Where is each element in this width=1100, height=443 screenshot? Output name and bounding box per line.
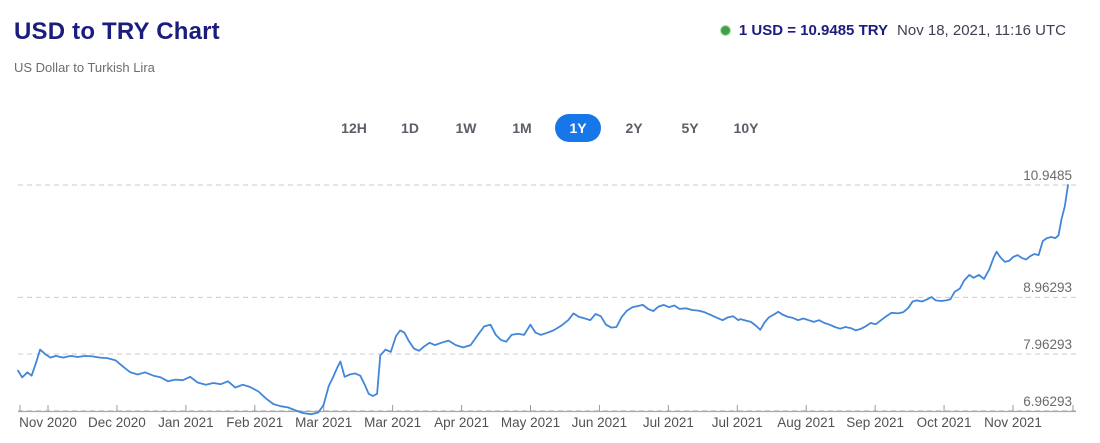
range-button-2y[interactable]: 2Y (625, 120, 643, 136)
y-axis-label: 10.9485 (1023, 168, 1072, 184)
range-selector: 12H 1D 1W 1M 1Y 2Y 5Y 10Y (0, 114, 1100, 142)
range-button-1y[interactable]: 1Y (555, 114, 601, 142)
live-indicator-dot (720, 26, 730, 35)
x-axis-label: Sep 2021 (846, 415, 905, 430)
chart-svg[interactable] (17, 170, 1076, 422)
x-axis-label: Nov 2020 (19, 415, 77, 430)
x-axis-label: Jun 2021 (571, 415, 628, 430)
range-button-10y[interactable]: 10Y (733, 120, 759, 136)
x-axis-label: Aug 2021 (777, 415, 836, 430)
live-rate-timestamp: Nov 18, 2021, 11:16 UTC (897, 22, 1066, 39)
x-axis-label: Jul 2021 (711, 415, 763, 430)
y-axis-label: 7.96293 (1023, 337, 1072, 352)
x-axis-label: Jan 2021 (158, 415, 214, 430)
page-title: USD to TRY Chart (14, 18, 220, 45)
y-axis-label: 6.96293 (1023, 393, 1072, 409)
rate-line (17, 184, 1069, 416)
x-axis-label: Nov 2021 (984, 415, 1042, 430)
x-axis-label: Jul 2021 (642, 415, 694, 430)
x-axis-label: May 2021 (500, 415, 561, 430)
x-axis-label: Apr 2021 (434, 415, 489, 430)
range-button-1m[interactable]: 1M (512, 120, 532, 136)
x-axis-label: Dec 2020 (88, 415, 146, 430)
header: USD to TRY Chart US Dollar to Turkish Li… (0, 0, 1100, 90)
x-axis-label: Oct 2021 (916, 415, 972, 430)
x-axis-label: Mar 2021 (295, 415, 353, 430)
live-rate-text: 1 USD = 10.9485 TRY (738, 22, 889, 39)
range-button-1d[interactable]: 1D (401, 120, 419, 136)
x-axis-label: Mar 2021 (364, 415, 422, 430)
y-axis-label: 8.96293 (1023, 280, 1072, 296)
page-subtitle: US Dollar to Turkish Lira (14, 60, 155, 75)
range-button-1w[interactable]: 1W (455, 120, 477, 136)
range-button-5y[interactable]: 5Y (681, 120, 699, 136)
x-axis-label: Feb 2021 (226, 415, 284, 430)
live-rate: 1 USD = 10.9485 TRY Nov 18, 2021, 11:16 … (720, 22, 1066, 39)
range-button-12h[interactable]: 12H (341, 120, 367, 136)
